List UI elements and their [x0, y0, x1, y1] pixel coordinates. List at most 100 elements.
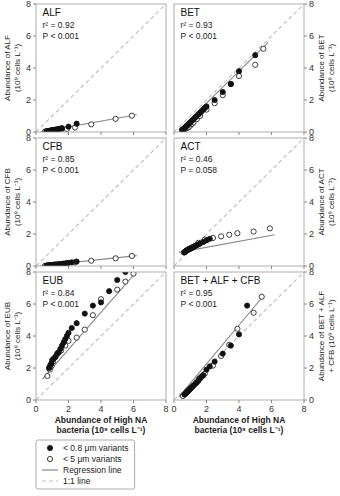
open-point — [89, 122, 94, 127]
y-tick — [304, 202, 307, 203]
x-tick — [304, 400, 305, 403]
open-point — [219, 234, 224, 239]
y-axis-label-line: Abundance of BET + ALF — [317, 291, 326, 381]
open-point — [45, 373, 50, 378]
y-tick-label: 8 — [309, 267, 314, 277]
open-point — [251, 310, 256, 315]
legend-swatch — [42, 469, 58, 470]
figure: 02468ALFr² = 0.92P < 0.001Abundance of A… — [0, 0, 340, 496]
x-tick — [101, 400, 102, 403]
x-tick — [166, 132, 167, 135]
legend-frame — [36, 440, 135, 489]
legend-swatch — [47, 456, 52, 461]
legend-swatch — [47, 445, 52, 450]
x-axis-label: Abundance of High NAbacteria (10⁹ cells … — [55, 415, 148, 435]
y-tick-label: 2 — [309, 229, 314, 239]
filled-point — [90, 303, 95, 308]
y-tick-label: 6 — [309, 299, 314, 309]
y-axis-label-line: Abundance of ALF — [3, 35, 12, 101]
y-tick — [304, 272, 307, 273]
y-tick — [304, 36, 307, 37]
annotation: r² = 0.95 — [181, 288, 213, 298]
y-tick — [33, 272, 36, 273]
x-tick-label: 4 — [98, 404, 103, 414]
y-tick-label: 6 — [26, 165, 31, 175]
y-tick — [33, 368, 36, 369]
x-tick-label: 2 — [66, 404, 71, 414]
plot-background — [36, 138, 166, 266]
x-tick — [36, 266, 37, 269]
y-tick-label: 4 — [309, 331, 314, 341]
regression-line — [43, 275, 134, 379]
x-tick — [239, 266, 240, 269]
annotation: P < 0.001 — [43, 299, 80, 309]
y-tick — [33, 266, 36, 267]
panel: 0246802468EUBr² = 0.84P < 0.001Abundance… — [3, 267, 169, 435]
plot-frame — [174, 272, 304, 400]
filled-point — [220, 89, 225, 94]
panel: 02468ALFr² = 0.92P < 0.001Abundance of A… — [3, 0, 166, 137]
annotation: P < 0.001 — [43, 31, 80, 41]
x-tick-label: 6 — [131, 404, 136, 414]
open-point — [90, 313, 95, 318]
filled-point — [207, 236, 212, 241]
filled-point — [228, 343, 233, 348]
plot-area — [174, 138, 304, 266]
open-point — [129, 113, 134, 118]
x-tick — [174, 132, 175, 135]
annotation: P < 0.001 — [181, 299, 218, 309]
x-tick — [68, 266, 69, 269]
legend: < 0.8 μm variants< 5 μm variantsRegressi… — [36, 440, 135, 489]
y-tick — [304, 4, 307, 5]
x-tick — [68, 400, 69, 403]
y-axis-label: Abundance of BET + ALF+ CFB (10⁹ cells L… — [317, 291, 336, 381]
open-point — [253, 62, 258, 67]
one-to-one-line — [174, 4, 304, 132]
filled-point — [207, 364, 212, 369]
y-axis-label-line: Abundance of BET — [317, 34, 326, 101]
x-tick — [133, 266, 134, 269]
y-tick — [304, 68, 307, 69]
filled-point — [228, 81, 233, 86]
plot-area — [36, 4, 166, 132]
y-axis-label: Abundance of ACT(10⁹ cells L⁻¹) — [317, 168, 336, 235]
regression-line — [179, 42, 268, 130]
y-tick-label: 6 — [309, 31, 314, 41]
y-axis-label-line: (10⁹ cells L⁻¹) — [13, 44, 22, 93]
annotation: P < 0.001 — [43, 165, 80, 175]
x-tick — [304, 132, 305, 135]
y-axis-label-line: Abundance of ACT — [317, 168, 326, 235]
y-tick — [304, 234, 307, 235]
y-tick — [304, 266, 307, 267]
x-tick — [206, 400, 207, 403]
annotation: r² = 0.85 — [43, 154, 75, 164]
x-tick-label: 4 — [236, 404, 241, 414]
y-tick — [33, 138, 36, 139]
filled-point — [66, 330, 71, 335]
x-tick — [174, 266, 175, 269]
plot-frame — [174, 4, 304, 132]
y-tick — [33, 202, 36, 203]
x-axis-label-line: Abundance of High NA — [193, 415, 286, 425]
y-axis-label-line: Abundance of EUB — [3, 302, 12, 370]
y-tick — [33, 132, 36, 133]
filled-point — [82, 311, 87, 316]
filled-point — [212, 97, 217, 102]
x-tick-label: 6 — [269, 404, 274, 414]
x-tick-label: 0 — [171, 404, 176, 414]
annotation: r² = 0.93 — [181, 20, 213, 30]
filled-point — [69, 260, 74, 265]
plot-frame — [36, 138, 166, 266]
y-tick — [33, 400, 36, 401]
legend-label: Regression line — [63, 465, 122, 475]
x-tick — [271, 132, 272, 135]
y-tick — [33, 68, 36, 69]
x-tick — [133, 132, 134, 135]
y-tick-label: 2 — [309, 95, 314, 105]
open-point — [113, 256, 118, 261]
legend-label: < 5 μm variants — [63, 454, 122, 464]
open-point — [261, 46, 266, 51]
y-tick-label: 4 — [309, 63, 314, 73]
filled-point — [74, 259, 79, 264]
filled-point — [236, 69, 241, 74]
